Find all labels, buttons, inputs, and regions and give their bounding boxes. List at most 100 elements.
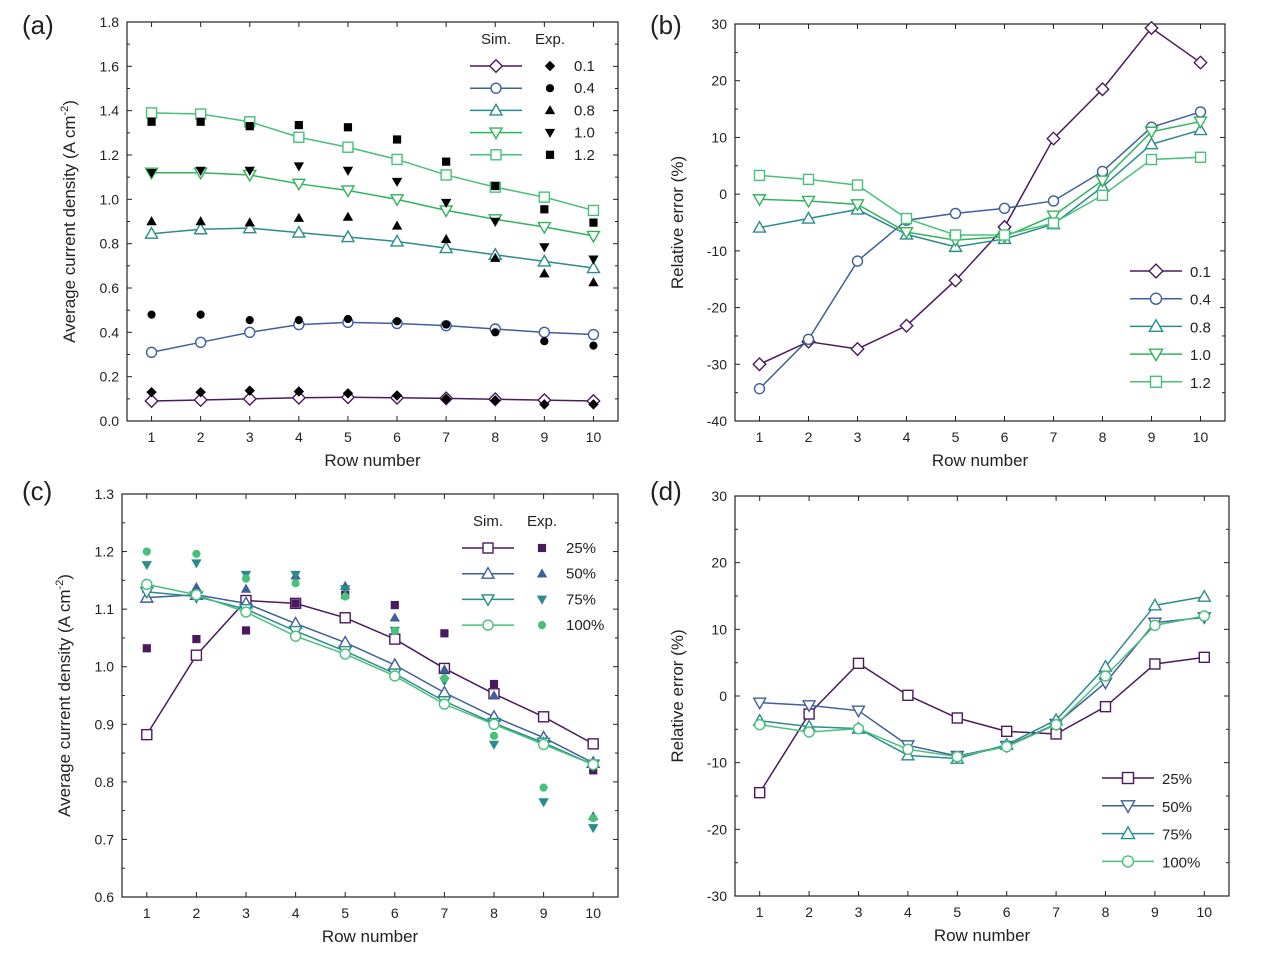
series-line (759, 615, 1205, 758)
data-point (144, 226, 159, 239)
exp-point (440, 198, 452, 208)
data-point (851, 705, 866, 719)
data-point (587, 738, 599, 750)
y-tick-label: 1.6 (100, 58, 120, 74)
data-point (389, 194, 405, 207)
legend-label: 0.8 (574, 102, 595, 119)
exp-point (539, 268, 550, 278)
legend-label: 0.1 (574, 58, 595, 75)
series-line (758, 111, 1201, 390)
x-tick-label: 10 (1197, 904, 1213, 920)
exp-point (442, 157, 451, 166)
data-point (141, 578, 153, 591)
y-tick-label: 1.0 (100, 191, 120, 207)
x-tick-label: 3 (855, 904, 863, 920)
series-25% (141, 590, 599, 775)
series-0.1 (144, 385, 601, 410)
legend-label: 25% (566, 540, 596, 557)
y-tick-label: -20 (707, 300, 727, 316)
data-point (899, 318, 914, 333)
exp-point (191, 559, 202, 569)
data-point (587, 758, 599, 771)
legend-exp-marker (537, 543, 547, 553)
data-point (850, 341, 865, 357)
exp-point (392, 317, 402, 326)
y-tick-label: 30 (711, 16, 727, 32)
x-tick-label: 5 (341, 905, 349, 921)
exp-point (294, 120, 303, 130)
exp-point (391, 390, 403, 401)
series-100% (754, 610, 1211, 763)
y-tick-label: -20 (707, 821, 727, 837)
data-point (900, 212, 913, 225)
data-point (754, 786, 766, 799)
exp-point (342, 388, 354, 399)
data-point (902, 689, 914, 702)
exp-point (588, 255, 599, 265)
legend-label: 0.1 (1190, 264, 1211, 281)
x-tick-label: 9 (1151, 904, 1159, 920)
x-tick-label: 2 (805, 904, 813, 920)
y-tick-label: 30 (711, 488, 727, 504)
data-point (852, 722, 865, 735)
data-point (752, 357, 767, 372)
exp-point (245, 316, 254, 325)
data-point (145, 107, 158, 119)
data-point (753, 169, 766, 182)
chart-panel-b: (b) 1 2 3 4 5 6 7 8 9 10 -40 -30 -20 -10 0 10 20 30 Row num… (650, 10, 1226, 470)
exp-point (392, 135, 402, 144)
x-axis-label: Row number (322, 927, 419, 946)
series-100% (141, 547, 599, 823)
legend: 25% 50% 75% 100% (1102, 771, 1200, 871)
legend-header-exp: Exp. (527, 513, 557, 530)
data-point (899, 226, 914, 240)
data-point (803, 726, 815, 738)
data-point (244, 326, 256, 339)
legend-marker (482, 619, 494, 631)
series-1.2 (145, 107, 600, 227)
legend-label: 1.2 (574, 147, 595, 164)
data-point (949, 229, 962, 241)
data-point (1001, 740, 1013, 753)
y-tick-label: 1.0 (95, 659, 115, 675)
legend-label: 0.4 (574, 80, 595, 97)
data-point (1194, 106, 1207, 118)
panel-label: (d) (650, 476, 682, 506)
data-point (752, 194, 767, 207)
exp-point (539, 243, 550, 253)
data-point (488, 718, 500, 730)
legend-marker (480, 566, 496, 579)
data-point (752, 697, 767, 711)
legend-marker (1148, 318, 1164, 333)
y-tick-label: 1.3 (95, 486, 115, 502)
data-point (291, 225, 307, 238)
legend-marker (1148, 263, 1164, 279)
legend-marker (482, 542, 494, 554)
y-tick-label: -40 (707, 413, 727, 429)
series-line (759, 120, 1201, 241)
data-point (1095, 175, 1110, 188)
y-tick-label: 10 (711, 621, 727, 637)
data-point (851, 179, 864, 191)
exp-point (146, 168, 157, 179)
data-point (587, 328, 600, 341)
y-axis-label: Relative error (%) (668, 629, 687, 762)
exp-point (391, 220, 403, 230)
data-point (337, 635, 353, 648)
y-tick-label: 20 (711, 73, 727, 89)
data-point (850, 199, 865, 212)
x-tick-label: 8 (1102, 904, 1110, 920)
data-point (586, 260, 601, 274)
series-line (759, 656, 1205, 794)
exp-point (146, 386, 157, 398)
exp-point (489, 679, 499, 689)
x-tick-label: 6 (391, 905, 399, 921)
x-tick-label: 5 (952, 429, 960, 445)
series-line (146, 593, 594, 764)
y-tick-label: 1.2 (100, 147, 120, 163)
exp-point (192, 549, 201, 558)
series-line (151, 321, 594, 354)
legend-marker (490, 149, 502, 161)
x-tick-label: 1 (148, 429, 156, 445)
exp-point (293, 212, 305, 222)
